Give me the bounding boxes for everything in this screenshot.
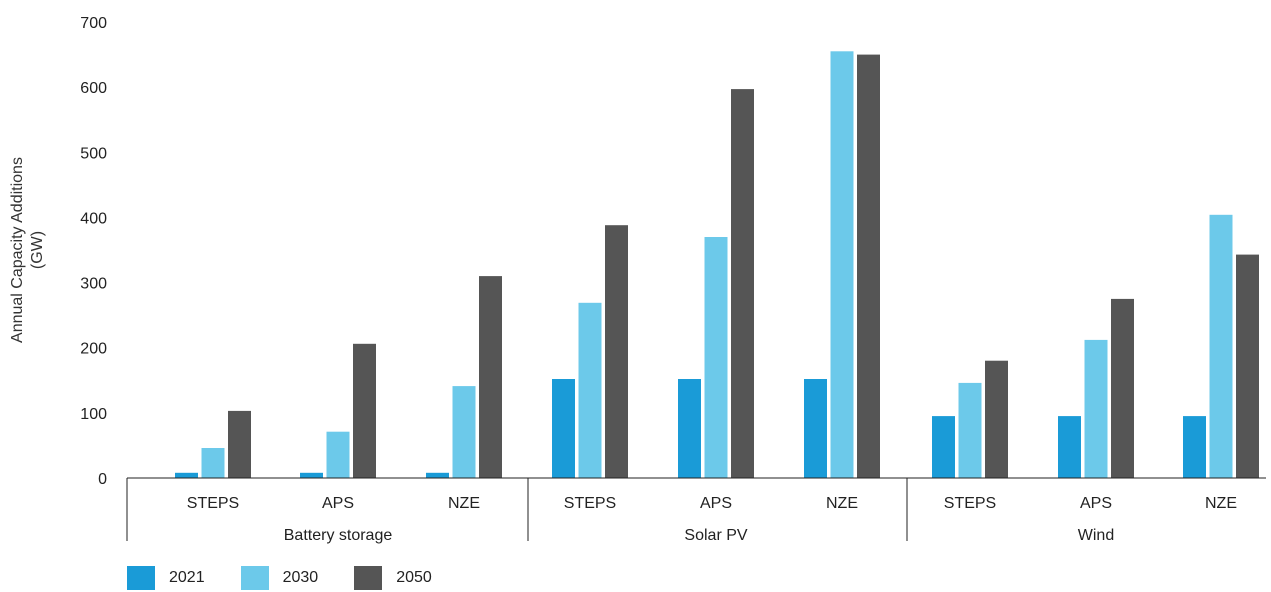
- bar-2050: [353, 343, 376, 478]
- category-label: STEPS: [944, 495, 996, 512]
- legend: 2021 2030 2050: [127, 566, 468, 590]
- y-tick-label: 300: [80, 276, 107, 293]
- y-axis-label-line: (GW): [29, 231, 46, 269]
- bar-2021: [804, 379, 827, 478]
- category-label: APS: [700, 495, 732, 512]
- x-axis: STEPS APS NZE STEPS APS NZE STEPS APS NZE Battery…: [126, 477, 1266, 544]
- bar-2030: [958, 382, 982, 478]
- y-tick-label: 0: [98, 471, 107, 488]
- category-label: STEPS: [187, 495, 239, 512]
- bar-2021: [678, 379, 701, 478]
- category-label: NZE: [826, 495, 858, 512]
- bar-2030: [1084, 339, 1108, 478]
- legend-item-2050: 2050: [354, 566, 432, 590]
- bar-2021: [1058, 416, 1081, 478]
- legend-item-2030: 2030: [240, 566, 319, 590]
- legend-label: 2030: [282, 569, 319, 586]
- bar-2050: [228, 410, 251, 478]
- bar-2050: [857, 54, 880, 478]
- bar-2030: [1209, 214, 1233, 479]
- category-label: APS: [1080, 495, 1112, 512]
- bar-2050: [731, 89, 754, 478]
- bar-2021: [300, 472, 323, 478]
- legend-swatch: [240, 566, 269, 590]
- y-tick-label: 700: [80, 15, 107, 32]
- legend-label: 2050: [396, 569, 432, 586]
- category-label: NZE: [1205, 495, 1237, 512]
- bar-2030: [704, 237, 728, 478]
- bar-2021: [932, 416, 955, 478]
- bar-2021: [426, 472, 449, 478]
- bar-2021: [175, 472, 198, 478]
- group-label: Wind: [1078, 527, 1114, 544]
- legend-swatch: [354, 566, 383, 590]
- bar-2021: [1183, 416, 1206, 478]
- y-tick-label: 400: [80, 210, 107, 227]
- bar-2030: [201, 448, 225, 478]
- bars: [175, 51, 1259, 479]
- legend-label: 2021: [169, 569, 205, 586]
- bar-2050: [1236, 254, 1259, 478]
- bar-2030: [452, 386, 476, 478]
- y-tick-label: 600: [80, 80, 107, 97]
- bar-2050: [605, 225, 628, 478]
- group-label: Battery storage: [284, 527, 393, 544]
- bar-2021: [552, 379, 575, 478]
- y-axis-label-line: Annual Capacity Additions: [9, 157, 26, 343]
- y-tick-label: 100: [80, 406, 107, 423]
- bar-2050: [985, 360, 1008, 478]
- legend-swatch: [127, 566, 155, 590]
- bar-2050: [479, 276, 502, 478]
- y-axis-ticks: 0 100 200 300 400 500 600 700: [80, 15, 107, 488]
- bar-2030: [326, 431, 350, 478]
- bar-2050: [1111, 298, 1134, 478]
- category-label: NZE: [448, 495, 480, 512]
- y-tick-label: 200: [80, 341, 107, 358]
- legend-item-2021: 2021: [127, 566, 205, 590]
- category-label: APS: [322, 495, 354, 512]
- group-label: Solar PV: [684, 527, 747, 544]
- bar-2030: [578, 302, 602, 478]
- category-label: STEPS: [564, 495, 616, 512]
- y-tick-label: 500: [80, 145, 107, 162]
- bar-2030: [830, 51, 854, 479]
- y-axis-label: Annual Capacity Additions (GW): [9, 157, 46, 343]
